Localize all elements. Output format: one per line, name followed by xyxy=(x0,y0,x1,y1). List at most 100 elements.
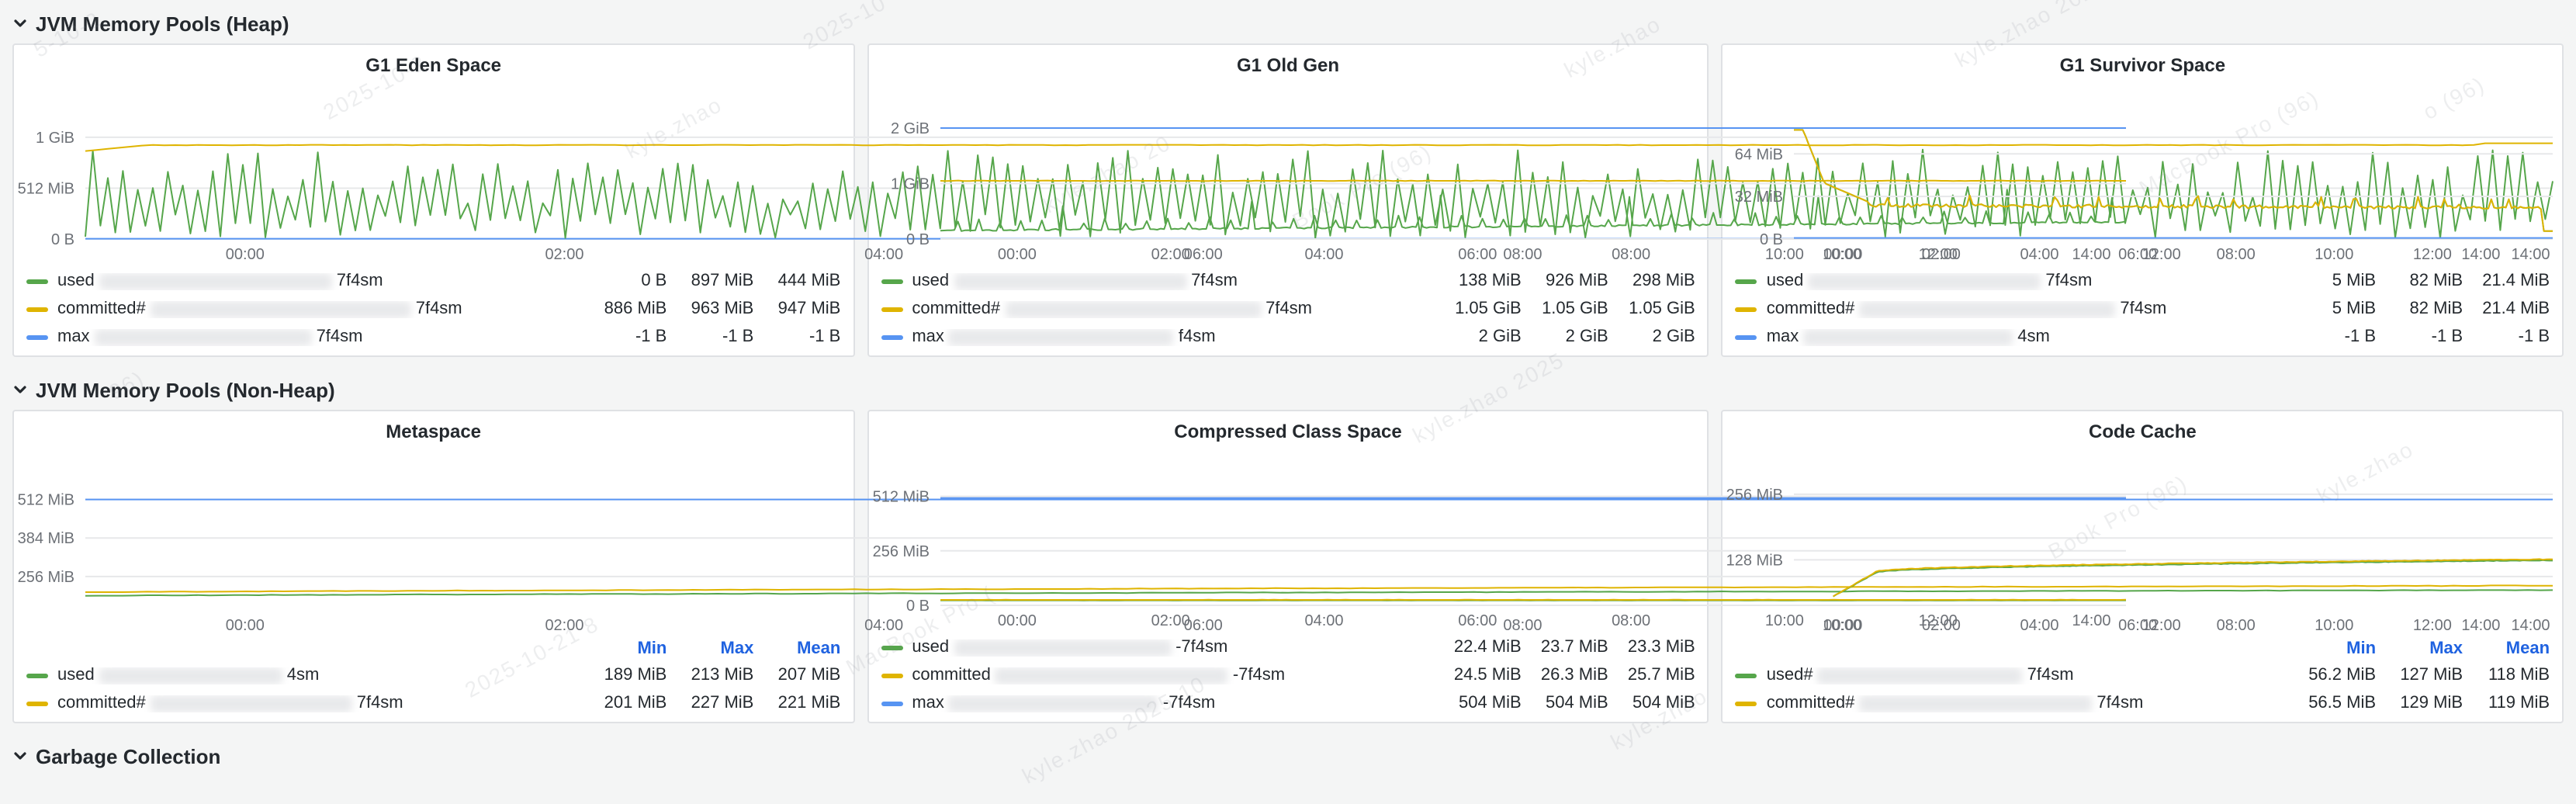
panel: Metaspace 256 MiB 384 MiB 512 MiB 00:00 02:00… xyxy=(12,410,2553,723)
svg-text:00:00: 00:00 xyxy=(226,617,265,634)
svg-text:12:00: 12:00 xyxy=(1918,246,1957,263)
svg-text:02:00: 02:00 xyxy=(1923,617,1961,634)
legend-value: -1 B xyxy=(2344,327,2377,345)
legend-label-prefix: used# xyxy=(1766,667,1813,684)
chart-area: 256 MiB 384 MiB 512 MiB 00:00 02:00 04:00 06:0… xyxy=(14,447,2553,638)
legend-series-swatch xyxy=(26,673,48,678)
legend-series-swatch xyxy=(881,673,903,678)
legend-header-cell[interactable]: Min xyxy=(2346,639,2377,658)
svg-text:12:00: 12:00 xyxy=(2414,617,2453,634)
section-header-heap[interactable]: JVM Memory Pools (Heap) xyxy=(12,6,2564,40)
legend-value: 201 MiB xyxy=(604,693,667,712)
legend-label-suffix: 7f4sm xyxy=(415,300,462,317)
legend-series-swatch xyxy=(26,701,48,705)
legend-series-swatch xyxy=(26,334,48,339)
legend-series-label[interactable]: committed# 7f4sm xyxy=(1767,695,2289,712)
legend-series-label[interactable]: used 7f4sm xyxy=(1767,272,2289,289)
svg-text:0 B: 0 B xyxy=(51,231,74,248)
svg-text:0 B: 0 B xyxy=(905,598,929,615)
section-header-gc[interactable]: Garbage Collection xyxy=(12,739,2564,773)
legend-value: -1 B xyxy=(635,327,667,345)
legend: used 7f4sm 0 B 897 MiB 444 MiB committed# 7f4s… xyxy=(14,267,853,355)
panel-title[interactable]: G1 Old Gen xyxy=(1237,54,1340,76)
panel-title[interactable]: Compressed Class Space xyxy=(1174,421,1402,442)
legend-value: 504 MiB xyxy=(1545,693,1608,712)
legend-header-cell[interactable]: Mean xyxy=(2505,639,2550,658)
chart-area: 0 B 256 MiB 512 MiB 00:00 02:00 04:00 06:00 08:… xyxy=(868,447,2126,633)
svg-text:0 B: 0 B xyxy=(905,231,929,248)
legend-label-suffix: 4sm xyxy=(2017,328,2050,345)
legend-series-label[interactable]: used 7f4sm xyxy=(57,272,580,289)
section-header-nonheap[interactable]: JVM Memory Pools (Non-Heap) xyxy=(12,373,2564,407)
legend-row: committed# 7f4sm 201 MiB 227 MiB 221 MiB xyxy=(26,689,840,717)
chart-svg: 0 B 1 GiB 2 GiB 00:00 02:00 04:00 06:00 08:00 10… xyxy=(890,120,2126,263)
svg-text:512 MiB: 512 MiB xyxy=(872,489,929,506)
panel-row-nonheap: Metaspace 256 MiB 384 MiB 512 MiB 00:00 02:00… xyxy=(12,410,2564,723)
legend-row: used 7f4sm 138 MiB 926 MiB 298 MiB xyxy=(881,267,1695,295)
legend-series-label[interactable]: max -7f4sm xyxy=(912,695,1434,712)
legend-series-swatch xyxy=(26,279,48,283)
legend-series-label[interactable]: committed -7f4sm xyxy=(912,667,1434,684)
legend-series-label[interactable]: used 7f4sm xyxy=(912,272,1434,289)
svg-text:1 GiB: 1 GiB xyxy=(36,130,74,147)
svg-text:04:00: 04:00 xyxy=(1304,246,1343,263)
legend-label-prefix: used xyxy=(912,272,950,289)
redacted-text-blur xyxy=(1817,667,2023,684)
legend-label-prefix: max xyxy=(1766,328,1799,345)
svg-text:2 GiB: 2 GiB xyxy=(890,120,929,137)
legend-series-label[interactable]: used 4sm xyxy=(57,667,580,684)
legend-header: Min Max Mean xyxy=(1736,638,2550,661)
svg-text:06:00: 06:00 xyxy=(1458,612,1497,629)
legend-value: 207 MiB xyxy=(777,665,841,684)
legend-series-swatch xyxy=(881,701,903,705)
redacted-text-blur xyxy=(1005,300,1262,317)
legend-series-label[interactable]: committed# 7f4sm xyxy=(57,695,580,712)
svg-text:10:00: 10:00 xyxy=(1764,246,1803,263)
svg-text:64 MiB: 64 MiB xyxy=(1735,146,1783,163)
legend-series-swatch xyxy=(1735,701,1757,705)
legend-row: max f4sm 2 GiB 2 GiB 2 GiB xyxy=(881,323,1695,351)
chart-area: 0 B 512 MiB 1 GiB 00:00 02:00 04:00 06:00 08:00… xyxy=(14,81,2553,267)
panel-title[interactable]: G1 Survivor Space xyxy=(2059,54,2226,76)
legend-value: 23.3 MiB xyxy=(1627,637,1695,656)
svg-text:04:00: 04:00 xyxy=(2020,617,2059,634)
redacted-text-blur xyxy=(150,300,411,317)
legend-header-cell[interactable]: Max xyxy=(2429,639,2463,658)
panel-title[interactable]: Code Cache xyxy=(2089,421,2197,442)
panel-title[interactable]: Metaspace xyxy=(386,421,482,442)
panel: Code Cache 128 MiB 256 MiB 00:00 02:00 04:00 0… xyxy=(1721,410,2564,723)
panel-title[interactable]: G1 Eden Space xyxy=(365,54,502,76)
svg-text:256 MiB: 256 MiB xyxy=(1726,487,1783,504)
legend-series-label[interactable]: committed# 7f4sm xyxy=(57,300,580,317)
legend-header-cell[interactable]: Min xyxy=(637,639,667,658)
redacted-text-blur xyxy=(948,328,1174,345)
legend-row: committed# 7f4sm 1.05 GiB 1.05 GiB 1.05 GiB xyxy=(881,295,1695,323)
legend-value: 0 B xyxy=(641,271,667,289)
legend-series-label[interactable]: max 4sm xyxy=(1767,328,2289,345)
legend-series-label[interactable]: max 7f4sm xyxy=(57,328,580,345)
legend-series-label[interactable]: committed# 7f4sm xyxy=(1767,300,2289,317)
panel-row-heap: G1 Eden Space 0 B 512 MiB 1 GiB 00:00 02:00 04… xyxy=(12,43,2564,357)
legend-series-label[interactable]: used# 7f4sm xyxy=(1767,667,2289,684)
svg-text:12:00: 12:00 xyxy=(2414,246,2453,263)
svg-text:10:00: 10:00 xyxy=(2315,246,2354,263)
legend-series-label[interactable]: max f4sm xyxy=(912,328,1434,345)
legend-label-prefix: used xyxy=(57,272,95,289)
legend-label-suffix: 7f4sm xyxy=(2096,695,2144,712)
svg-text:00:00: 00:00 xyxy=(1824,246,1863,263)
redacted-text-blur xyxy=(99,667,282,684)
svg-text:256 MiB: 256 MiB xyxy=(18,569,74,586)
redacted-text-blur xyxy=(995,667,1228,684)
legend-value: 82 MiB xyxy=(2409,299,2463,317)
legend-value: -1 B xyxy=(2431,327,2463,345)
svg-text:14:00: 14:00 xyxy=(2072,246,2110,263)
legend-series-label[interactable]: committed# 7f4sm xyxy=(912,300,1434,317)
svg-text:08:00: 08:00 xyxy=(1503,617,1542,634)
legend-header-cell[interactable]: Mean xyxy=(797,639,841,658)
legend: Min Max Mean used# 7f4sm 56.2 MiB 127 MiB 118 M… xyxy=(1723,638,2562,722)
legend: used 7f4sm 138 MiB 926 MiB 298 MiB committed#… xyxy=(868,267,1707,355)
svg-text:128 MiB: 128 MiB xyxy=(1726,552,1783,569)
legend-series-label[interactable]: used -7f4sm xyxy=(912,639,1434,656)
legend-header-cell[interactable]: Max xyxy=(720,639,754,658)
